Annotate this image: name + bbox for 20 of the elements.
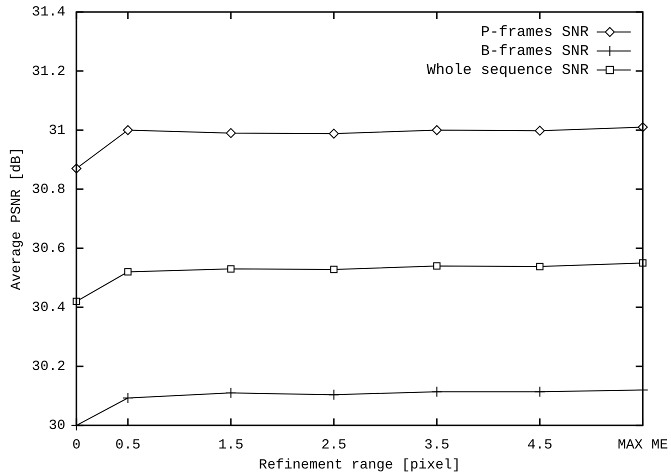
x-tick-label: 0.5 bbox=[115, 438, 141, 454]
x-tick-label: 1.5 bbox=[218, 438, 244, 454]
y-tick-label: 30 bbox=[48, 418, 66, 434]
x-tick-label: 3.5 bbox=[424, 438, 450, 454]
legend-label: B-frames SNR bbox=[480, 42, 589, 60]
y-tick-label: 30.6 bbox=[32, 240, 66, 257]
x-tick-label: 4.5 bbox=[527, 438, 552, 454]
legend-label: P-frames SNR bbox=[480, 24, 589, 41]
y-axis-title: Average PSNR [dB] bbox=[9, 147, 26, 290]
x-axis-title: Refinement range [pixel] bbox=[258, 457, 460, 474]
y-tick-label: 31.4 bbox=[32, 4, 66, 21]
y-tick-label: 30.2 bbox=[32, 359, 66, 376]
y-tick-label: 31.2 bbox=[32, 64, 66, 80]
y-tick-label: 30.4 bbox=[32, 300, 66, 316]
y-tick-label: 31 bbox=[48, 122, 66, 139]
legend-label: Whole sequence SNR bbox=[426, 62, 589, 79]
x-tick-label: MAX ME bbox=[618, 438, 668, 454]
x-tick-label: 2.5 bbox=[321, 438, 346, 454]
x-tick-label: 0 bbox=[72, 438, 81, 454]
y-tick-label: 30.8 bbox=[32, 182, 66, 198]
